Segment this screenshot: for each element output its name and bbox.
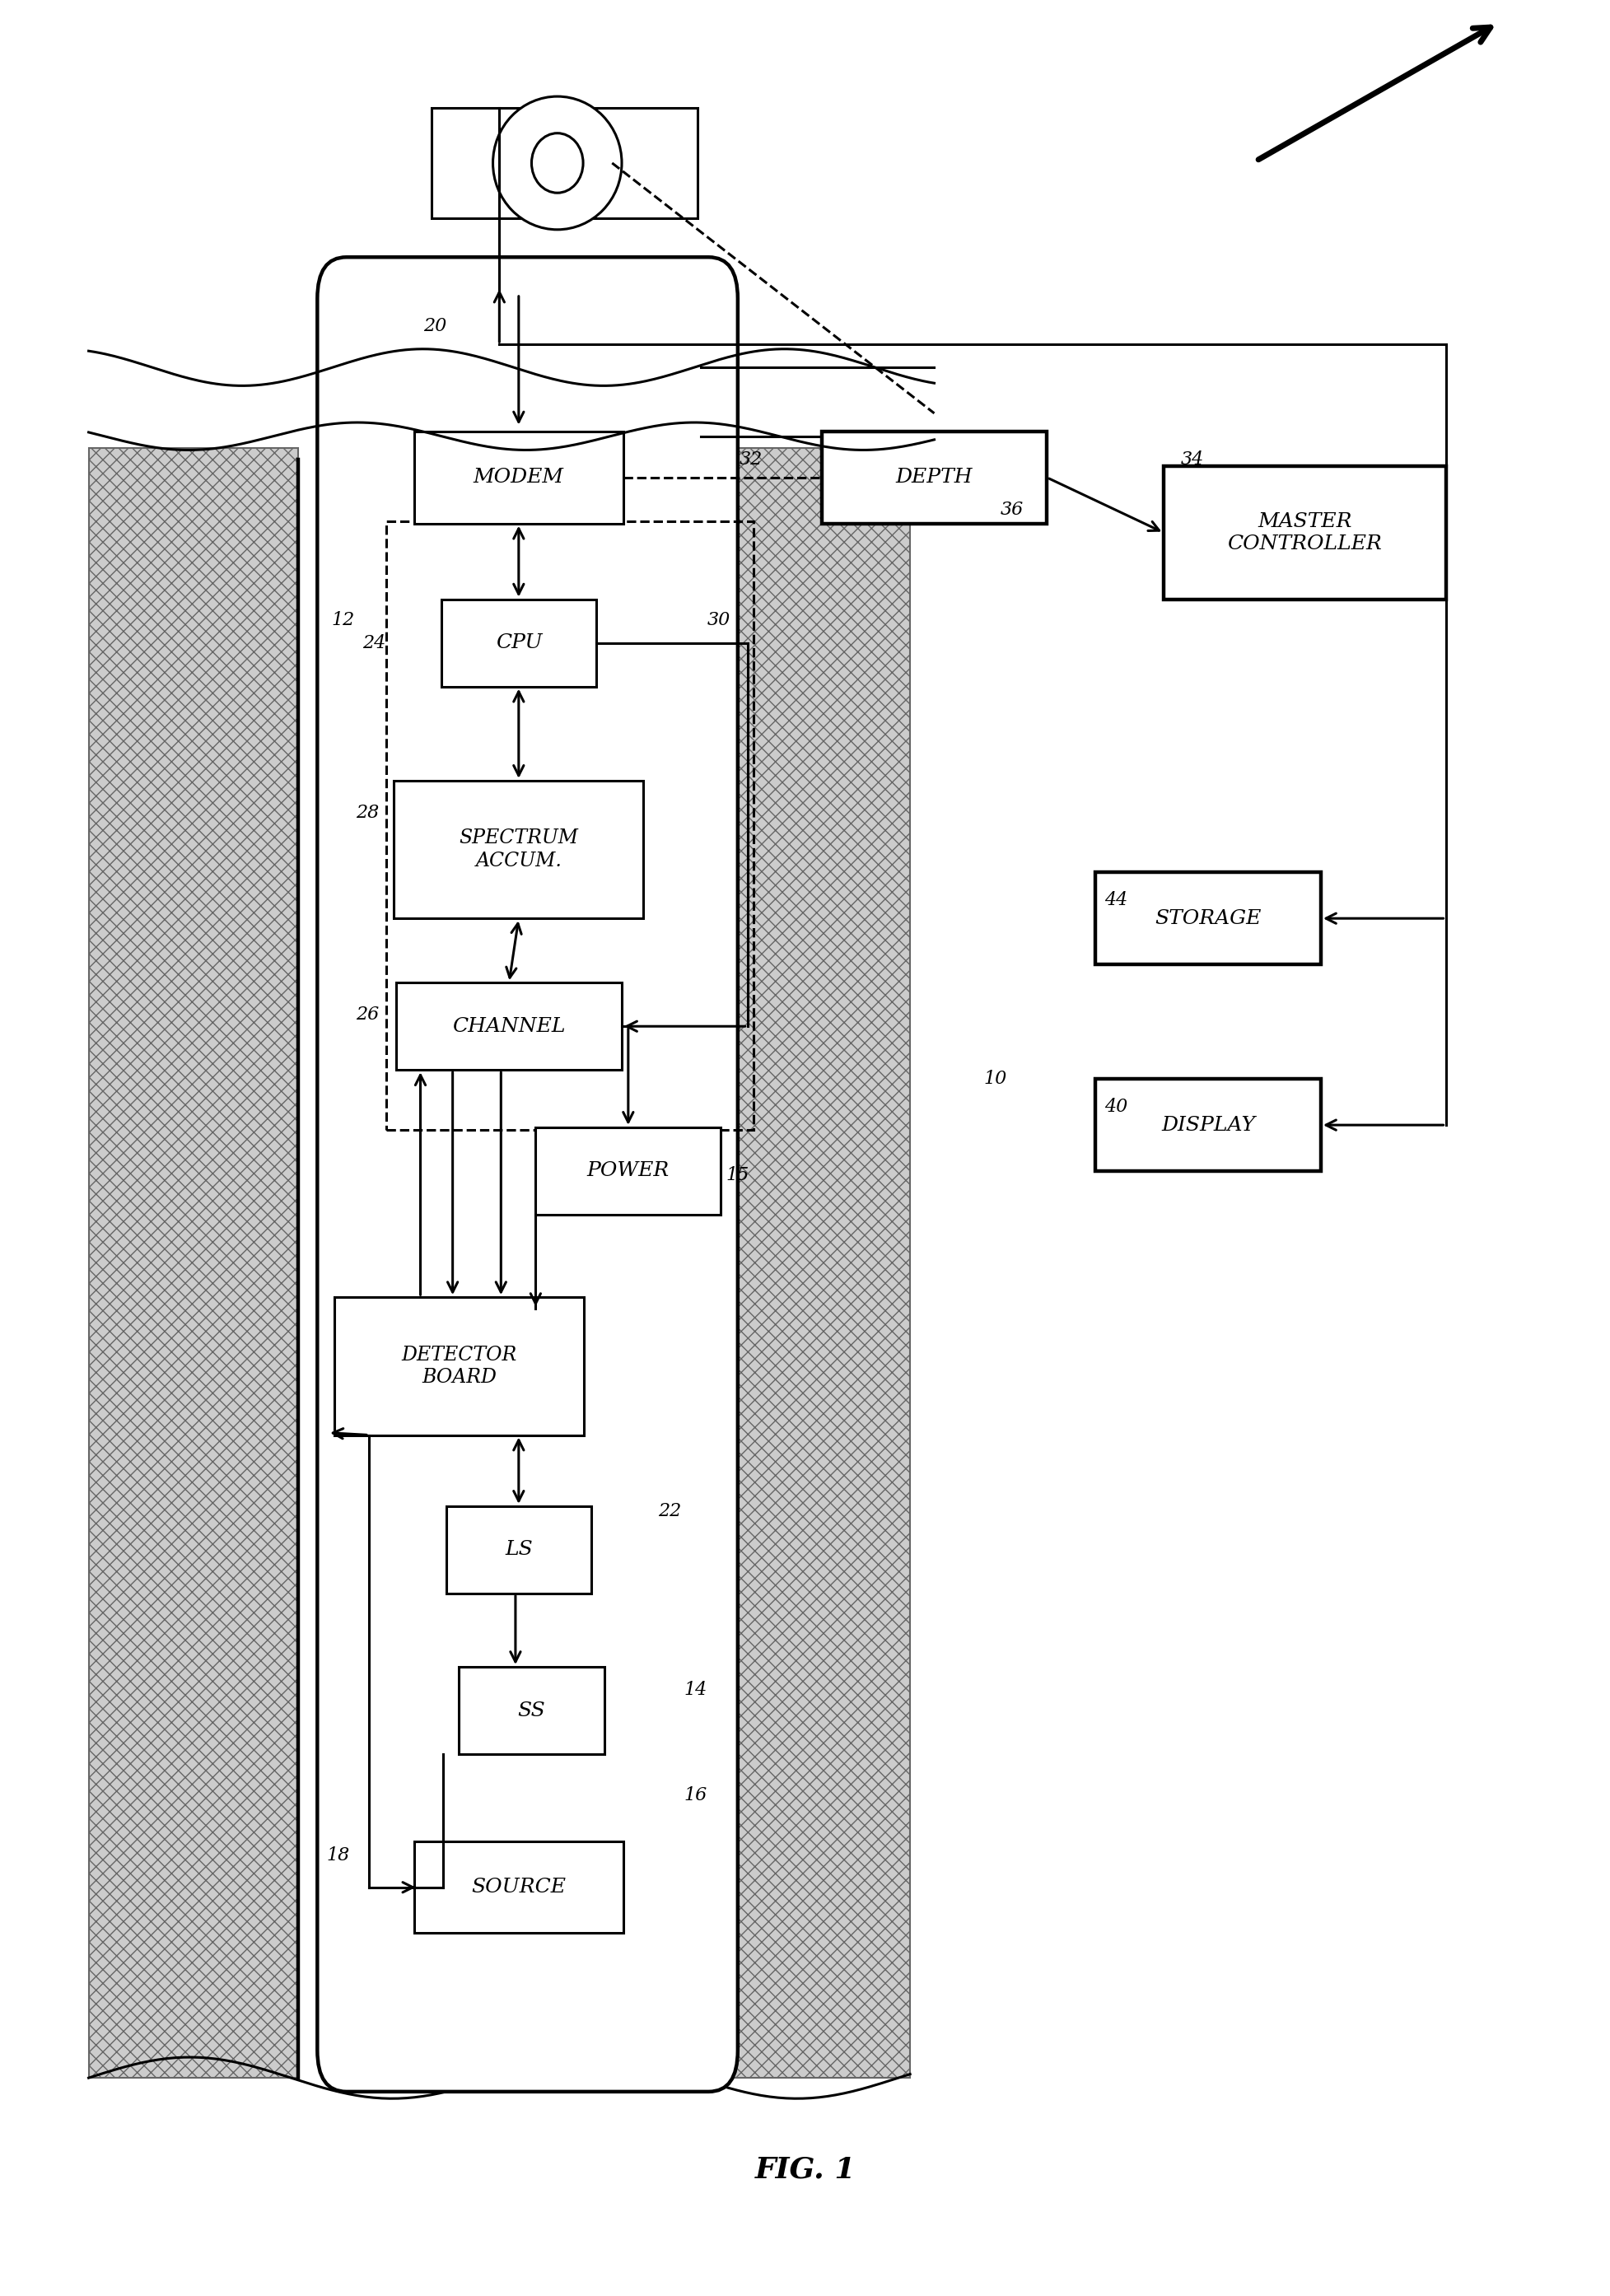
- Bar: [89, 448, 298, 2078]
- Text: DEPTH: DEPTH: [895, 468, 972, 487]
- Bar: [1162, 466, 1446, 599]
- Text: SOURCE: SOURCE: [472, 1878, 565, 1896]
- Text: 18: 18: [327, 1846, 349, 1864]
- Bar: [298, 459, 700, 2078]
- Bar: [414, 1841, 623, 1933]
- Text: 28: 28: [356, 804, 378, 822]
- Text: MASTER
CONTROLLER: MASTER CONTROLLER: [1227, 512, 1381, 553]
- Text: 36: 36: [1000, 501, 1022, 519]
- Bar: [1095, 1079, 1320, 1171]
- Text: CHANNEL: CHANNEL: [452, 1017, 565, 1035]
- Bar: [700, 448, 910, 2078]
- Text: 44: 44: [1104, 891, 1127, 909]
- Text: 40: 40: [1104, 1097, 1127, 1116]
- Text: 24: 24: [362, 634, 385, 652]
- Text: LS: LS: [504, 1541, 533, 1559]
- Text: 34: 34: [1180, 450, 1203, 468]
- Bar: [1095, 872, 1320, 964]
- Bar: [333, 1297, 583, 1435]
- Text: CPU: CPU: [496, 634, 541, 652]
- Bar: [393, 781, 642, 918]
- Bar: [821, 432, 1046, 523]
- Text: 14: 14: [684, 1681, 707, 1699]
- Text: 26: 26: [356, 1006, 378, 1024]
- Text: STORAGE: STORAGE: [1154, 909, 1261, 928]
- Text: MODEM: MODEM: [473, 468, 564, 487]
- Bar: [431, 108, 697, 218]
- Text: 22: 22: [658, 1502, 681, 1520]
- Text: DETECTOR
BOARD: DETECTOR BOARD: [401, 1345, 517, 1387]
- Text: 30: 30: [707, 611, 729, 629]
- Text: 32: 32: [739, 450, 762, 468]
- Text: SS: SS: [517, 1701, 546, 1720]
- Bar: [446, 1506, 591, 1593]
- Ellipse shape: [493, 96, 621, 230]
- FancyBboxPatch shape: [317, 257, 737, 2092]
- Text: SPECTRUM
ACCUM.: SPECTRUM ACCUM.: [459, 829, 578, 870]
- Text: 16: 16: [684, 1786, 707, 1805]
- Bar: [396, 983, 621, 1070]
- Text: 10: 10: [984, 1070, 1006, 1088]
- Text: 15: 15: [726, 1166, 749, 1185]
- Text: 20: 20: [423, 317, 446, 335]
- Text: 12: 12: [332, 611, 354, 629]
- Text: DISPLAY: DISPLAY: [1161, 1116, 1254, 1134]
- Text: FIG. 1: FIG. 1: [755, 2156, 855, 2183]
- Bar: [441, 599, 596, 687]
- Text: POWER: POWER: [586, 1162, 670, 1180]
- Bar: [414, 432, 623, 523]
- Ellipse shape: [531, 133, 583, 193]
- Bar: [459, 1667, 604, 1754]
- Bar: [535, 1127, 721, 1215]
